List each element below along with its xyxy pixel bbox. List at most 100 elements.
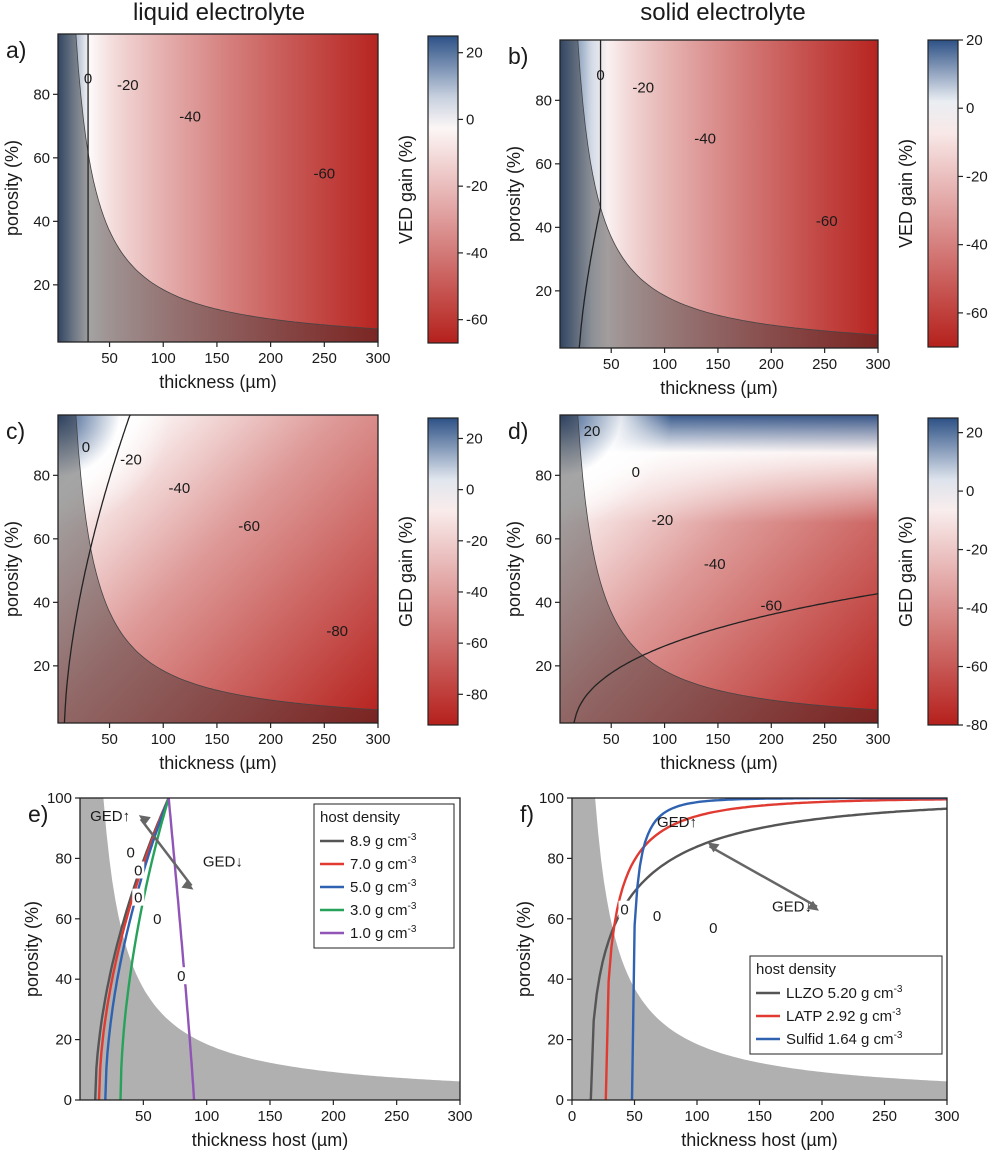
panel-c-colorbar-bar [427, 417, 459, 726]
panel-a-contour-label: -60 [313, 166, 335, 183]
panel-f-xtick-label: 250 [872, 1108, 897, 1125]
panel-e-arrow [139, 818, 193, 887]
panel-b-colorbar-tick-label: -60 [966, 305, 988, 322]
panel-e-xtick-label: 250 [384, 1108, 409, 1125]
panel-f-xtick-label: 50 [626, 1108, 643, 1125]
panel-d-xtick-label: 50 [603, 731, 620, 748]
panel-c-shade-boundary [75, 415, 378, 711]
panel-c-xtick-label: 150 [204, 731, 229, 748]
panel-b-xtick-label: 50 [603, 356, 620, 373]
panel-a-colorbar-label: VED gain (%) [396, 135, 416, 244]
panel-f-legend-box [749, 955, 943, 1055]
panel-e-shaded-region [80, 798, 460, 1100]
panel-b-shade-boundary [577, 40, 878, 336]
panel-a-contour-label: -20 [117, 77, 139, 94]
panel-f-legend-entry: LATP 2.92 g cm-3 [786, 1007, 902, 1025]
panel-c-shaded-region [58, 415, 378, 723]
panel-e-annotation: GED↓ [203, 853, 243, 870]
panel-e-legend-entry: 1.0 g cm-3 [350, 924, 417, 942]
panel-c-ytick-label: 40 [33, 594, 50, 611]
panel-a-xlabel: thickness (µm) [159, 372, 276, 392]
panel-a-contour-label: 0 [84, 70, 92, 87]
panel-b-contour-label: -40 [694, 130, 716, 147]
panel-d-contour-0 [573, 593, 878, 723]
panel-a-xtick-label: 50 [101, 350, 118, 367]
panel-e-xtick-label: 100 [194, 1108, 219, 1125]
panel-f-legend-entry: LLZO 5.20 g cm-3 [786, 984, 903, 1002]
panel-f-plot-area: 0 0 0 GED↑ GED↓ [572, 798, 947, 1100]
panel-b-plot-area: 0 -20 -40 -60 [560, 40, 878, 348]
panel-e-zero-label: 0 [134, 862, 142, 879]
panel-a-shade-boundary [75, 34, 378, 330]
panel-b-contour-label: -20 [632, 80, 654, 97]
panel-d-xtick-label: 150 [705, 731, 730, 748]
panel-a-xtick-label: 100 [151, 350, 176, 367]
panel-d-colorbar-tick-label: 20 [966, 425, 983, 442]
panel-f-legend-entry: Sulfid 1.64 g cm-3 [786, 1030, 903, 1048]
panel-d-frame [559, 414, 879, 724]
panel-b-panel-label: b) [508, 43, 528, 69]
panel-f-zero-label: 0 [653, 908, 661, 925]
panel-d-plot-area: 20 0 -20 -40 -60 [560, 415, 878, 723]
panel-e-ylabel: porosity (%) [22, 901, 42, 997]
panel-f-annotation: GED↓ [772, 899, 812, 916]
panel-e-series-3 [119, 798, 170, 1100]
panel-b-colorbar-tick-label: 20 [966, 32, 983, 49]
panel-b-colorbar-tick-label: -40 [966, 237, 988, 254]
panel-e-arrow-head-up [138, 815, 151, 826]
panel-a-ytick-label: 80 [33, 86, 50, 103]
panel-a-colorbar-tick-label: 20 [466, 45, 483, 62]
panel-c-heatmap-corner [58, 415, 378, 723]
panel-b-ytick-label: 20 [535, 283, 552, 300]
panel-d-ytick-label: 80 [535, 467, 552, 484]
panel-e-xtick-label: 200 [321, 1108, 346, 1125]
panel-e-xtick-label: 150 [257, 1108, 282, 1125]
panel-c-xtick-label: 50 [101, 731, 118, 748]
panel-b-frame [559, 39, 879, 349]
panel-e-zero-label: 0 [126, 844, 134, 861]
panel-e-zero-label: 0 [134, 890, 142, 907]
panel-e-zero-label-bg [175, 967, 188, 985]
panel-c-colorbar-tick-label: -40 [466, 584, 488, 601]
panel-a-xtick-label: 150 [204, 350, 229, 367]
panel-d-ylabel: porosity (%) [504, 521, 524, 617]
panel-b-xtick-label: 100 [652, 356, 677, 373]
panel-c-ytick-label: 60 [33, 531, 50, 548]
panel-e-legend-entry: 3.0 g cm-3 [350, 901, 417, 919]
panel-e-xtick-label: 50 [135, 1108, 152, 1125]
panel-a-colorbar-tick-label: -60 [466, 312, 488, 329]
panel-d-panel-label: d) [508, 418, 528, 444]
panel-a-panel-label: a) [6, 37, 26, 63]
panel-b-contour-1 [578, 207, 602, 348]
panel-f-xtick-label: 100 [684, 1108, 709, 1125]
panel-c-xtick-label: 200 [258, 731, 283, 748]
panel-c-plot-area: 0 -20 -40 -60 -80 [58, 415, 378, 723]
panel-a-heatmap [58, 34, 378, 342]
panel-e-zero-label-bg [124, 843, 137, 861]
panel-a-colorbar-tick-label: -40 [466, 245, 488, 262]
panel-f-shaded-region [572, 798, 947, 1100]
panel-e-ytick-label: 80 [55, 850, 72, 867]
panel-c-xtick-label: 250 [312, 731, 337, 748]
panel-b-xtick-label: 150 [705, 356, 730, 373]
panel-e-panel-label: e) [28, 801, 48, 827]
panel-f-xtick-label: 150 [747, 1108, 772, 1125]
panel-b-colorbar: 20 0 -20 -40 -60 VED gain (%) [896, 32, 988, 348]
panel-d-colorbar: 20 0 -20 -40 -60 -80 GED gain (%) [896, 417, 988, 734]
panel-b-ytick-label: 40 [535, 219, 552, 236]
panel-f-arrow-head-down [807, 900, 819, 911]
panel-d-xtick-label: 300 [865, 731, 890, 748]
panel-f-series-1 [604, 798, 947, 1100]
panel-c-contour-label: -40 [168, 480, 190, 497]
panel-f-zero-label-bg [707, 918, 720, 936]
panel-f-ytick-label: 20 [547, 1032, 564, 1049]
panel-d-colorbar-tick-label: -20 [966, 542, 988, 559]
panel-c-colorbar-tick-label: -80 [466, 686, 488, 703]
panel-d-ytick-label: 60 [535, 531, 552, 548]
panel-e-ytick-label: 0 [64, 1092, 72, 1109]
